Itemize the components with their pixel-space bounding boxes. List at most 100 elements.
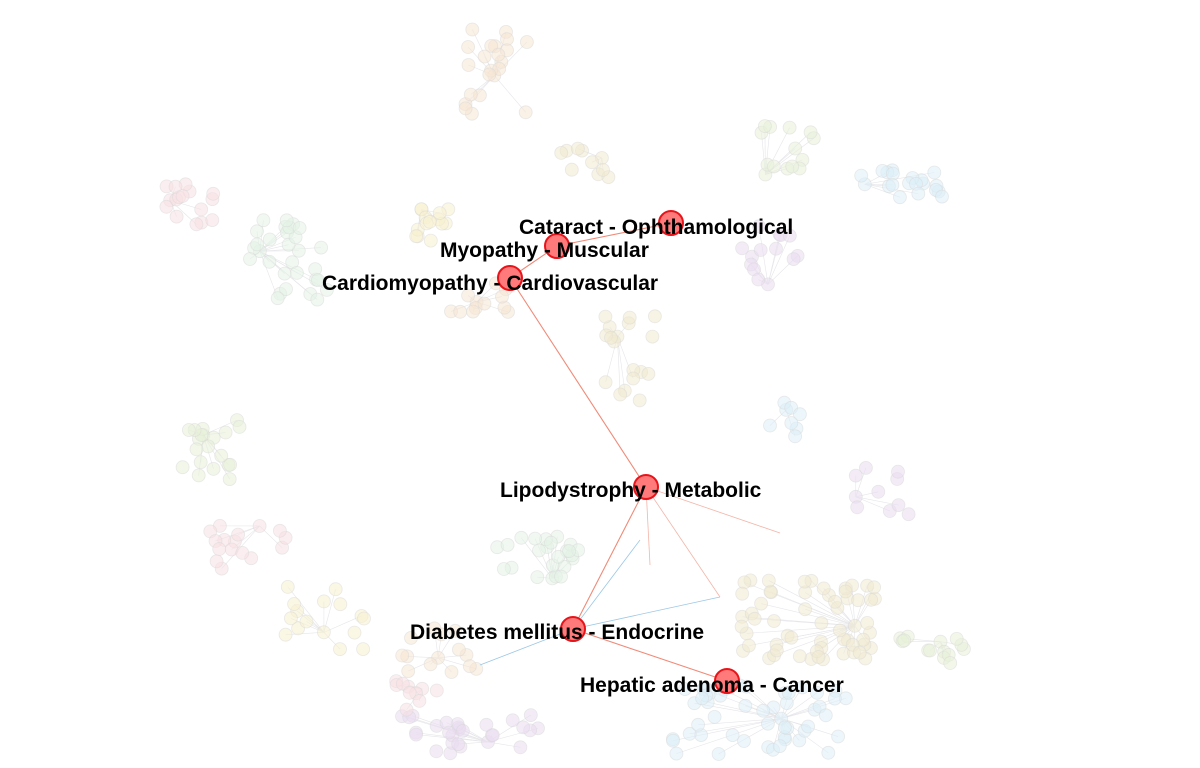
background-node	[189, 442, 204, 457]
background-node	[769, 643, 784, 658]
secondary-edge	[645, 486, 781, 534]
background-node	[833, 623, 847, 638]
secondary-edge	[572, 596, 721, 630]
background-node	[175, 460, 190, 475]
background-node	[477, 296, 492, 311]
background-node	[429, 683, 444, 698]
background-node	[453, 304, 468, 319]
background-node	[747, 611, 762, 626]
background-node	[797, 574, 812, 589]
background-node	[399, 702, 414, 717]
background-node	[206, 461, 221, 476]
background-edge	[323, 589, 336, 633]
background-node	[622, 310, 637, 325]
background-node	[316, 625, 331, 640]
background-node	[695, 691, 709, 706]
background-node	[641, 366, 656, 381]
background-node	[792, 649, 807, 664]
background-node	[860, 616, 875, 630]
background-node	[562, 544, 576, 558]
background-node	[613, 387, 628, 402]
background-node	[725, 728, 740, 742]
background-node	[465, 22, 480, 37]
node-label-myopathy: Myopathy - Muscular	[440, 239, 649, 262]
background-edge	[768, 580, 855, 627]
background-node	[935, 189, 949, 204]
background-node	[333, 597, 348, 612]
highlighted-edge-cardiomyopathy-lipodystrophy	[509, 277, 647, 488]
background-node	[272, 523, 287, 538]
background-node	[159, 199, 174, 214]
background-node	[737, 734, 751, 748]
background-node	[518, 105, 533, 120]
background-node	[404, 631, 418, 645]
background-node	[423, 233, 438, 248]
background-node	[205, 213, 220, 228]
background-node	[292, 221, 307, 235]
background-node	[314, 240, 329, 255]
background-node	[194, 202, 209, 217]
background-node	[850, 500, 865, 515]
background-node	[927, 165, 942, 180]
highlighted-nodes	[497, 210, 740, 694]
node-cardiomyopathy	[497, 265, 523, 291]
background-node	[423, 657, 438, 672]
background-node	[848, 468, 863, 483]
background-node	[279, 282, 293, 297]
background-node	[943, 656, 958, 670]
background-edge	[805, 608, 855, 627]
background-node	[168, 179, 183, 194]
background-node	[795, 680, 810, 695]
background-node	[496, 562, 511, 576]
background-node	[754, 596, 768, 611]
background-node	[516, 720, 531, 735]
background-node	[803, 125, 818, 140]
background-node	[495, 289, 509, 304]
background-node	[911, 186, 926, 201]
background-node	[270, 291, 285, 306]
background-node	[751, 272, 766, 287]
background-node	[626, 371, 641, 386]
background-node	[551, 549, 566, 564]
background-node	[585, 155, 599, 170]
background-node	[235, 546, 250, 560]
background-node	[262, 254, 277, 269]
node-cataract	[658, 210, 684, 236]
background-node	[784, 416, 799, 430]
background-node	[328, 582, 343, 597]
background-node	[500, 538, 515, 552]
background-node	[395, 648, 410, 663]
background-node	[442, 725, 456, 740]
background-node	[761, 573, 776, 588]
background-node	[287, 597, 302, 611]
background-node	[175, 189, 190, 203]
background-node	[485, 728, 500, 742]
background-node	[596, 162, 610, 177]
node-label-diabetes: Diabetes mellitus - Endocrine	[410, 621, 704, 644]
background-node	[401, 664, 416, 678]
background-node	[554, 569, 568, 584]
background-node	[231, 527, 246, 542]
background-node	[838, 584, 853, 599]
background-node	[291, 243, 306, 258]
background-node	[645, 329, 660, 344]
background-node	[252, 519, 267, 533]
background-node	[669, 746, 684, 761]
background-node	[763, 418, 777, 433]
background-node	[785, 159, 800, 174]
secondary-edge	[645, 486, 721, 598]
background-node	[859, 460, 873, 475]
background-node	[893, 190, 907, 205]
background-node	[451, 737, 466, 751]
background-node	[851, 593, 865, 608]
background-node	[466, 304, 480, 319]
background-node	[461, 58, 476, 72]
background-node	[191, 468, 206, 483]
background-node	[432, 206, 447, 221]
background-node	[949, 632, 964, 646]
background-node	[788, 141, 803, 156]
background-node	[429, 744, 444, 759]
background-node	[852, 645, 867, 660]
background-node	[737, 575, 752, 590]
background-node	[412, 694, 427, 708]
